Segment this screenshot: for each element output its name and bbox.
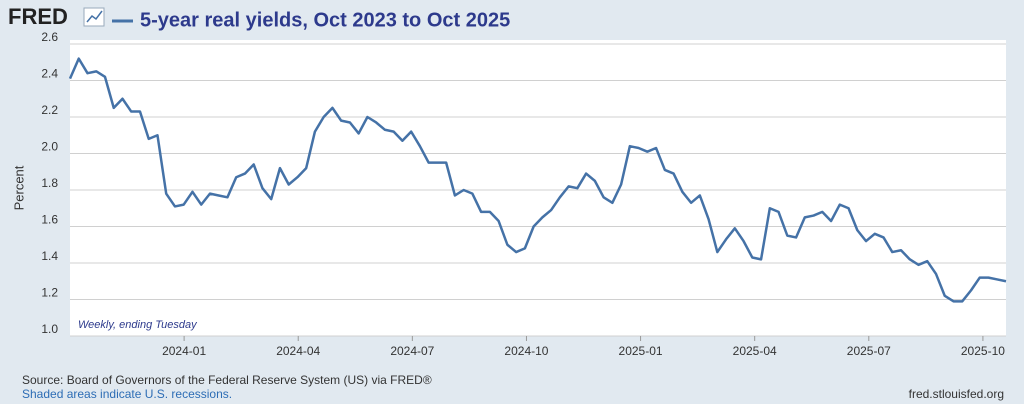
x-tick-label: 2025-07: [847, 344, 891, 358]
site-link[interactable]: fred.stlouisfed.org: [909, 387, 1004, 401]
y-tick-label: 2.2: [41, 103, 58, 117]
x-tick-label: 2024-07: [390, 344, 434, 358]
logo-icon: [83, 7, 105, 27]
data-line: [68, 57, 1007, 303]
logo: FRED: [8, 4, 68, 29]
y-tick-label: 2.0: [41, 140, 58, 154]
y-tick-label: 2.4: [41, 67, 58, 81]
x-tick-label: 2025-04: [733, 344, 777, 358]
y-axis-label: Percent: [11, 165, 26, 210]
chart-title: 5-year real yields, Oct 2023 to Oct 2025: [140, 9, 510, 31]
y-tick-label: 1.6: [41, 213, 58, 227]
plot-area: [70, 40, 1006, 336]
x-tick-label: 2025-01: [619, 344, 663, 358]
annotation: Weekly, ending Tuesday: [78, 319, 198, 331]
x-tick-label: 2024-10: [504, 344, 548, 358]
y-tick-label: 2.6: [41, 30, 58, 44]
y-tick-label: 1.8: [41, 176, 58, 190]
x-tick-label: 2025-10: [961, 344, 1005, 358]
y-tick-label: 1.4: [41, 249, 58, 263]
source: Source: Board of Governors of the Federa…: [22, 373, 432, 387]
y-tick-label: 1.0: [41, 322, 58, 336]
x-tick-label: 2024-04: [276, 344, 320, 358]
y-tick-label: 1.2: [41, 286, 58, 300]
x-tick-label: 2024-01: [162, 344, 206, 358]
recession-note[interactable]: Shaded areas indicate U.S. recessions.: [22, 387, 232, 401]
